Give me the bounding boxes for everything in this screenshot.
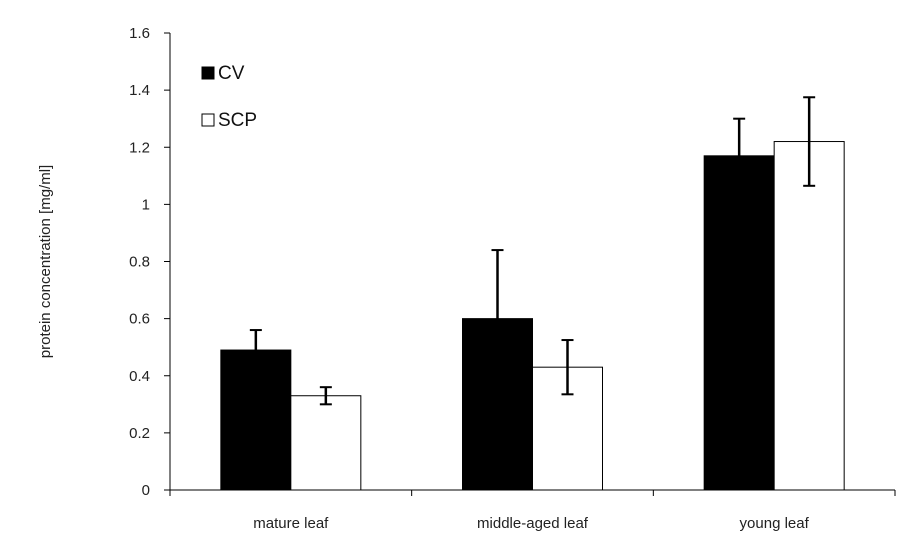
error-bar-cv-1 bbox=[491, 249, 504, 389]
bars-layer bbox=[220, 141, 845, 491]
error-bar-cv-0 bbox=[249, 329, 262, 372]
y-axis-title: protein concentration [mg/ml] bbox=[37, 165, 54, 358]
bar-scp-0 bbox=[290, 395, 362, 491]
x-category-label: mature leaf bbox=[253, 515, 329, 532]
legend-swatch-scp bbox=[201, 113, 215, 127]
legend-swatch-cv bbox=[201, 66, 215, 80]
y-tick-label: 0.8 bbox=[129, 254, 150, 271]
legend-label-scp: SCP bbox=[218, 110, 257, 131]
y-tick-label: 0.2 bbox=[129, 425, 150, 442]
error-bar-cv-2 bbox=[733, 117, 746, 194]
y-tick-label: 0.4 bbox=[129, 368, 150, 385]
bar-cv-0 bbox=[220, 349, 292, 491]
y-tick-label: 1.4 bbox=[129, 82, 150, 99]
y-tick-label: 0.6 bbox=[129, 311, 150, 328]
error-bar-scp-1 bbox=[561, 339, 574, 396]
error-bar-scp-0 bbox=[319, 386, 332, 406]
legend: CV SCP bbox=[201, 63, 257, 131]
y-tick-label: 0 bbox=[142, 482, 150, 499]
bar-cv-2 bbox=[703, 155, 775, 491]
y-tick-label: 1 bbox=[142, 196, 150, 213]
error-bars-layer bbox=[249, 96, 816, 406]
x-category-label: middle-aged leaf bbox=[477, 515, 589, 532]
y-ticks-layer: 0 0.2 0.4 0.6 0.8 1 1.2 1.4 1.6 bbox=[129, 25, 170, 499]
bar-scp-2 bbox=[773, 141, 845, 491]
legend-label-cv: CV bbox=[218, 63, 245, 84]
x-category-label: young leaf bbox=[740, 515, 810, 532]
y-tick-label: 1.2 bbox=[129, 139, 150, 156]
y-tick-label: 1.6 bbox=[129, 25, 150, 42]
x-ticks-layer: mature leaf middle-aged leaf young leaf bbox=[169, 490, 896, 532]
error-bar-scp-2 bbox=[803, 96, 816, 187]
